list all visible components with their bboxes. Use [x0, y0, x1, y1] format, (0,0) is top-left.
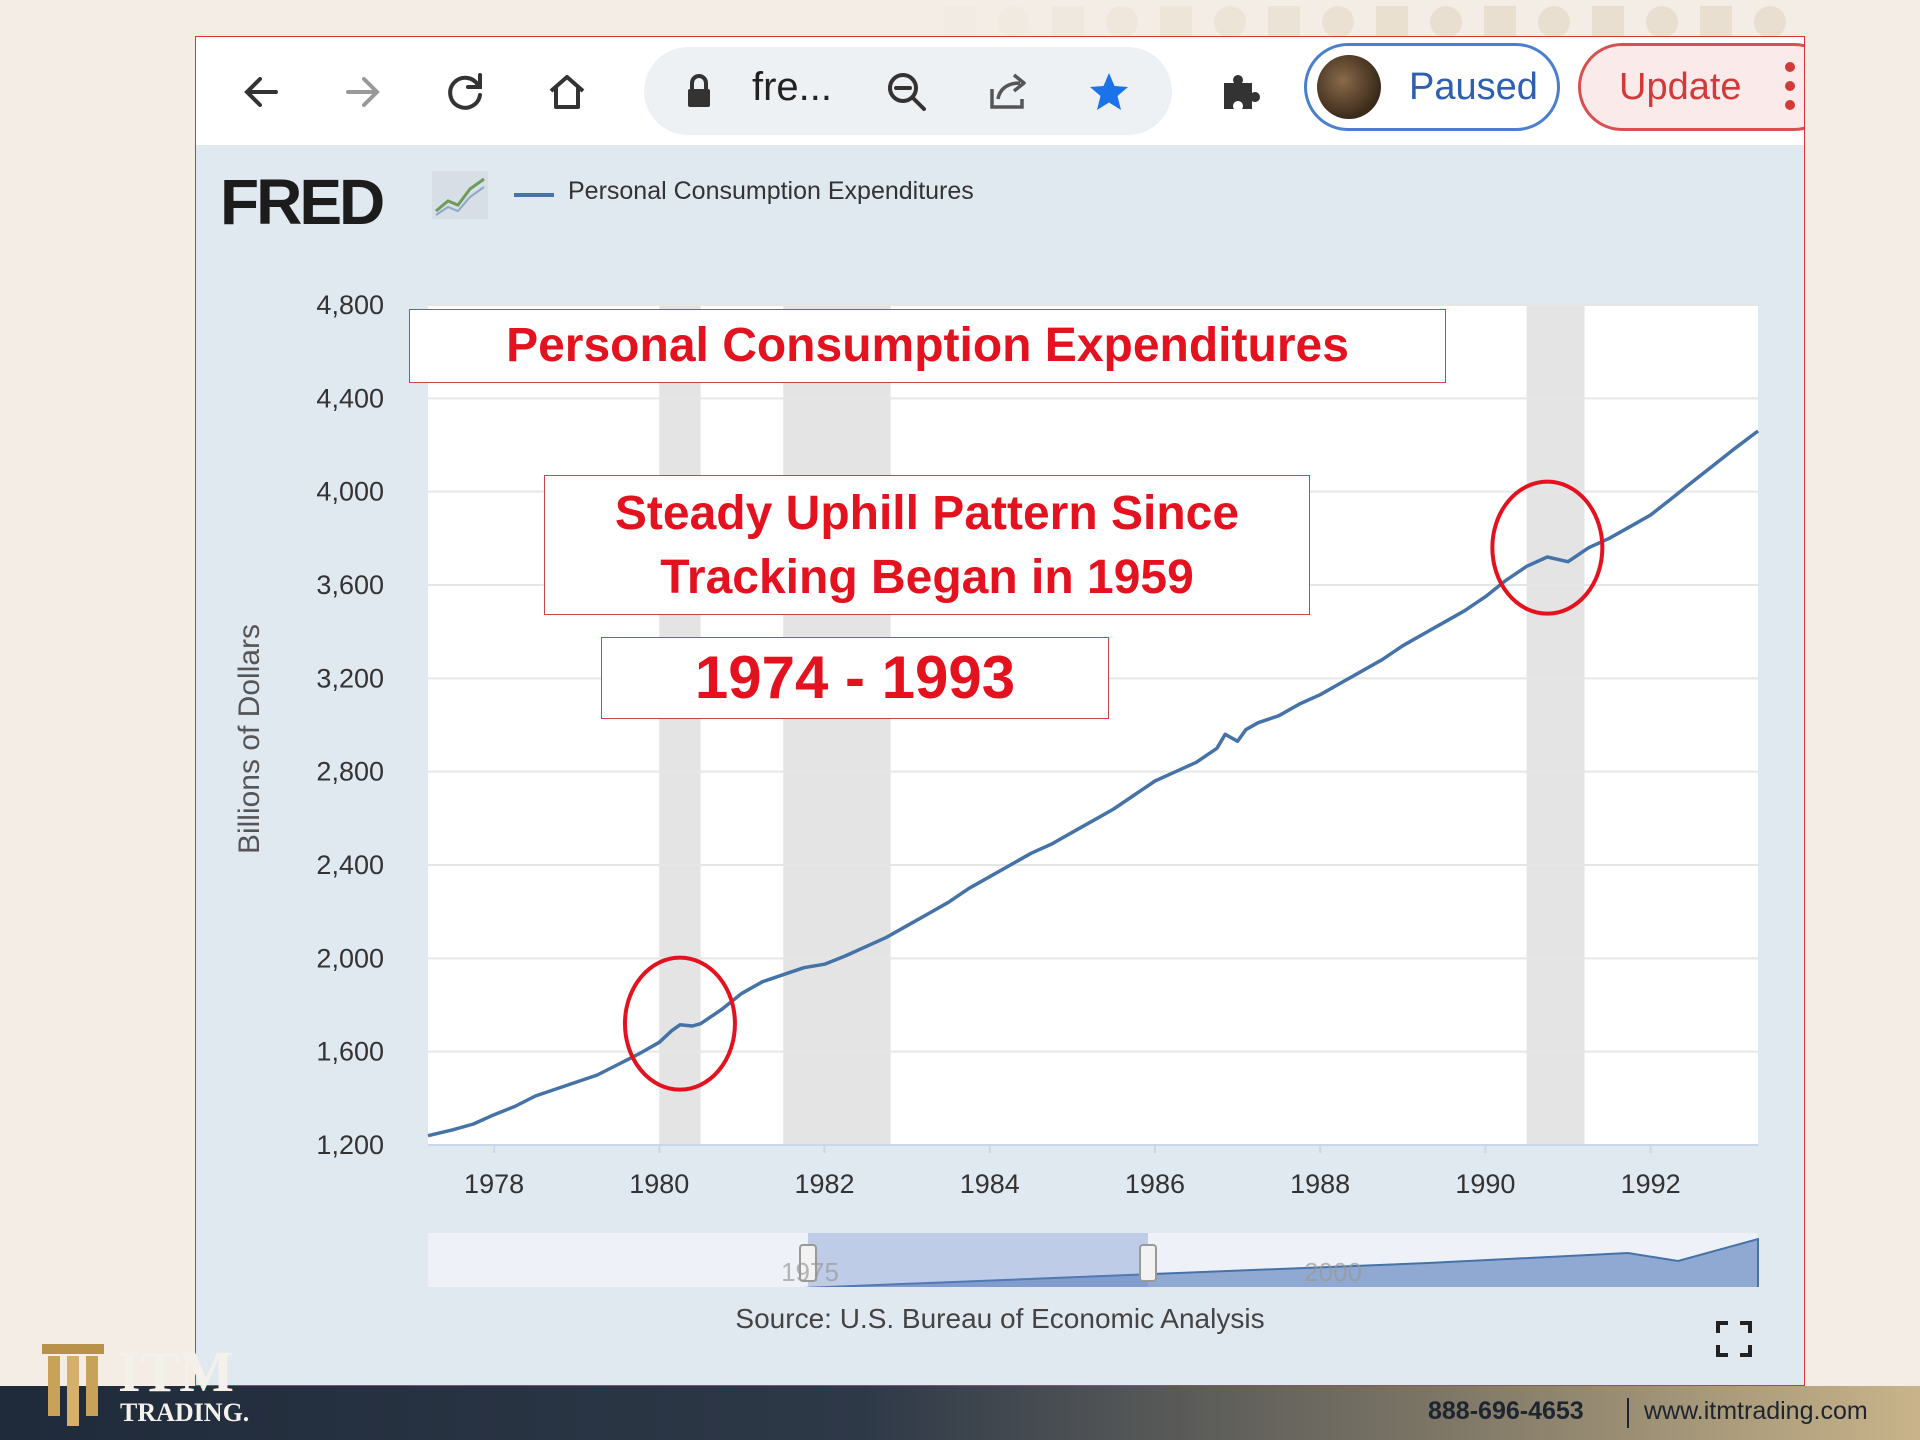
decor-shape	[998, 6, 1030, 38]
annotation-years: 1974 - 1993	[601, 637, 1109, 719]
highlight-circle-1990	[1490, 479, 1605, 616]
navigator-selection	[808, 1233, 1148, 1287]
y-tick-label: 3,600	[316, 570, 384, 600]
fullscreen-icon[interactable]	[1716, 1321, 1752, 1357]
decor-shape	[1322, 6, 1354, 38]
highlight-circle-1980	[622, 955, 737, 1092]
legend-label: Personal Consumption Expenditures	[568, 177, 974, 205]
back-arrow-icon[interactable]	[236, 67, 286, 117]
pce-series-line	[427, 429, 1760, 1138]
recession-band	[659, 305, 701, 1145]
decor-shape	[1214, 6, 1246, 38]
profile-avatar	[1317, 55, 1381, 119]
decor-shape	[1160, 6, 1192, 38]
reload-icon[interactable]	[440, 67, 490, 117]
navigator-tick-label: 2000	[1304, 1257, 1362, 1287]
decor-shape	[1484, 6, 1516, 38]
extensions-puzzle-icon[interactable]	[1214, 67, 1264, 117]
annotation-pattern-line2: Tracking Began in 1959	[660, 551, 1194, 604]
url-text[interactable]: fre...	[752, 65, 833, 109]
browser-toolbar: fre... Paused Update	[196, 37, 1804, 145]
footer-url[interactable]: www.itmtrading.com	[1644, 1397, 1868, 1425]
home-icon[interactable]	[542, 67, 592, 117]
navigator-tick-label: 1975	[781, 1257, 839, 1287]
navigator-handle-right	[1139, 1244, 1157, 1282]
y-tick-label: 4,800	[316, 290, 384, 320]
x-tick-label: 1978	[464, 1169, 524, 1199]
decor-shape	[1700, 6, 1732, 38]
y-tick-label: 1,600	[316, 1037, 384, 1067]
annotation-pattern-line1: Steady Uphill Pattern Since	[614, 487, 1240, 540]
decor-shape	[1646, 6, 1678, 38]
y-tick-label: 2,000	[316, 943, 384, 973]
y-tick-label: 3,200	[316, 663, 384, 693]
y-tick-label: 4,400	[316, 383, 384, 413]
x-tick-label: 1982	[794, 1169, 854, 1199]
browser-window: fre... Paused Update FRED	[195, 36, 1805, 1386]
y-tick-label: 2,800	[316, 757, 384, 787]
zoom-out-icon[interactable]	[882, 67, 932, 117]
profile-paused-button[interactable]: Paused	[1304, 43, 1560, 131]
update-label: Update	[1619, 66, 1742, 108]
x-tick-label: 1980	[629, 1169, 689, 1199]
decor-shape	[1376, 6, 1408, 38]
decor-shape	[1052, 6, 1084, 38]
forward-arrow-icon[interactable]	[338, 67, 388, 117]
recession-band	[1526, 305, 1585, 1145]
footer-divider	[1627, 1398, 1629, 1428]
share-icon[interactable]	[984, 67, 1034, 117]
decor-shape	[1538, 6, 1570, 38]
decor-shape	[1106, 6, 1138, 38]
decor-shape	[1268, 6, 1300, 38]
address-bar[interactable]: fre...	[644, 47, 1172, 135]
profile-status-label: Paused	[1409, 66, 1538, 108]
y-tick-label: 2,400	[316, 850, 384, 880]
update-button[interactable]: Update	[1578, 43, 1804, 131]
navigator-handle-left	[799, 1244, 817, 1282]
more-menu-icon[interactable]	[1784, 61, 1796, 111]
x-tick-label: 1990	[1455, 1169, 1515, 1199]
footer-bar	[0, 1386, 1920, 1440]
decor-shape	[944, 6, 976, 38]
annotation-pattern: Steady Uphill Pattern Since Tracking Beg…	[544, 475, 1310, 615]
annotation-title: Personal Consumption Expenditures	[409, 309, 1446, 383]
recession-band	[783, 305, 891, 1145]
fred-logo[interactable]: FRED	[220, 166, 385, 238]
x-tick-label: 1992	[1621, 1169, 1681, 1199]
y-axis-label: Billions of Dollars	[233, 624, 266, 854]
x-tick-label: 1986	[1125, 1169, 1185, 1199]
bookmark-star-icon[interactable]	[1084, 67, 1134, 117]
lock-icon[interactable]	[674, 67, 724, 117]
chart-source: Source: U.S. Bureau of Economic Analysis	[735, 1303, 1265, 1334]
fred-chart-logo-icon	[432, 171, 488, 219]
line-chart: 1,200 1,600 2,000 2,400 2,800 3,200 3,600 4,000…	[233, 290, 1760, 1287]
footer-logo-trading: TRADING.	[120, 1398, 250, 1427]
decor-shape	[1430, 6, 1462, 38]
legend-swatch	[514, 193, 554, 197]
decor-shape	[1592, 6, 1624, 38]
navigator-area	[802, 1237, 1759, 1287]
decor-shape	[1754, 6, 1786, 38]
y-tick-label: 4,000	[316, 477, 384, 507]
footer-logo-itm: ITM	[118, 1339, 234, 1404]
itm-pillar-logo-icon	[42, 1344, 104, 1426]
footer-phone: 888-696-4653	[1428, 1397, 1584, 1425]
x-tick-label: 1984	[960, 1169, 1020, 1199]
x-tick-label: 1988	[1290, 1169, 1350, 1199]
y-tick-label: 1,200	[316, 1130, 384, 1160]
